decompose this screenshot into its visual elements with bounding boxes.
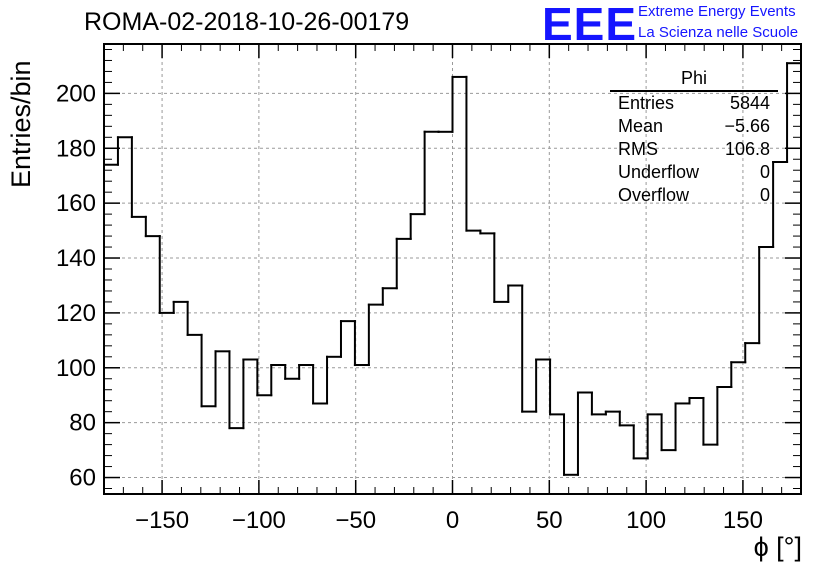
stats-title: Phi: [680, 68, 707, 88]
stats-row-rms: RMS 106.8: [618, 139, 778, 161]
x-tick-label: 0: [446, 507, 459, 534]
y-tick-label: 60: [69, 465, 96, 492]
stats-key: Mean: [618, 116, 664, 136]
stats-value: 0: [759, 162, 770, 182]
x-tick-label: −50: [335, 507, 376, 534]
eee-logo-mark: EEE: [542, 0, 637, 50]
x-tick-label: −100: [232, 507, 286, 534]
histogram-series: [103, 62, 802, 476]
y-tick-label: 100: [56, 355, 96, 382]
stats-row-entries: Entries 5844: [618, 93, 778, 115]
x-tick-label: 100: [626, 507, 666, 534]
tick-labels: −150 −100 −50 0 50 100 150 60 80 100 120 140 160 180 2…: [56, 80, 763, 534]
y-axis-label: Entries/bin: [6, 60, 36, 188]
grid-lines: [104, 44, 801, 494]
x-axis-label: ϕ [°]: [753, 532, 802, 562]
run-title: ROMA-02-2018-10-26-00179: [84, 8, 410, 36]
stats-key: Overflow: [618, 185, 690, 205]
stats-key: Underflow: [618, 162, 700, 182]
stats-divider: [610, 90, 778, 92]
x-tick-label: 150: [723, 507, 763, 534]
y-tick-label: 120: [56, 300, 96, 327]
stats-row-overflow: Overflow 0: [618, 185, 778, 207]
x-tick-label: 50: [536, 507, 563, 534]
stats-key: RMS: [618, 139, 658, 159]
y-tick-label: 180: [56, 135, 96, 162]
axis-ticks: [103, 44, 802, 494]
y-axis-label-wrap: Entries/bin: [6, 48, 42, 188]
stats-key: Entries: [618, 93, 675, 113]
stats-value: 106.8: [724, 139, 770, 159]
stats-value: 0: [759, 185, 770, 205]
stats-value: 5844: [729, 93, 770, 113]
stats-box: Phi Entries 5844 Mean −5.66 RMS 106.8 Un…: [610, 68, 778, 208]
logo-tagline-1: Extreme Energy Events: [638, 3, 796, 20]
stats-row-mean: Mean −5.66: [618, 116, 778, 138]
logo-tagline-2: La Scienza nelle Scuole: [638, 24, 799, 41]
y-tick-label: 140: [56, 245, 96, 272]
y-tick-label: 200: [56, 80, 96, 107]
stats-row-underflow: Underflow 0: [618, 162, 778, 184]
y-tick-label: 160: [56, 190, 96, 217]
eee-logo: EEE: [542, 0, 637, 50]
y-tick-label: 80: [69, 410, 96, 437]
x-tick-label: −150: [135, 507, 189, 534]
stats-value: −5.66: [724, 116, 770, 136]
